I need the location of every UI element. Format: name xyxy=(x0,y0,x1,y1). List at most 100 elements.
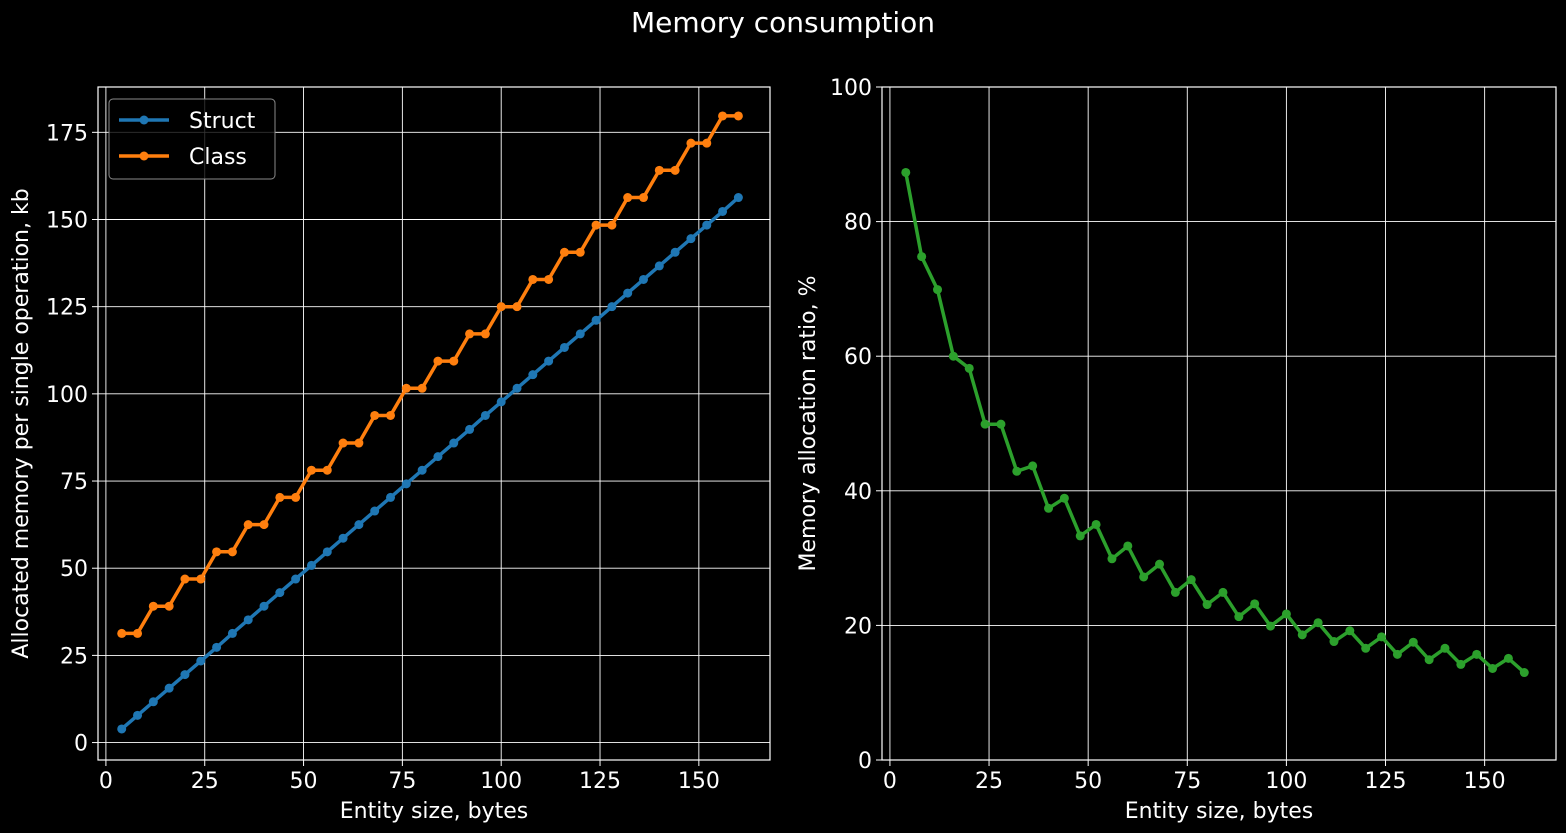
data-point xyxy=(243,520,253,530)
data-point xyxy=(449,356,459,366)
x-tick-label: 100 xyxy=(480,769,522,794)
data-point xyxy=(291,492,301,502)
data-point xyxy=(322,465,332,475)
y-tick-label: 60 xyxy=(844,345,872,370)
data-point xyxy=(1408,637,1418,647)
legend-label: Class xyxy=(189,145,247,170)
data-point xyxy=(133,628,143,638)
data-point xyxy=(148,601,158,611)
data-point xyxy=(180,574,190,584)
data-point xyxy=(148,697,158,707)
data-point xyxy=(670,247,680,257)
data-point xyxy=(1234,612,1244,622)
x-tick-label: 150 xyxy=(1464,769,1506,794)
figure-title: Memory consumption xyxy=(630,6,936,39)
data-point xyxy=(1456,659,1466,669)
x-tick-label: 125 xyxy=(1365,769,1407,794)
data-point xyxy=(1440,643,1450,653)
y-tick-label: 20 xyxy=(844,614,872,639)
data-point xyxy=(227,547,237,557)
axes-frame xyxy=(97,86,771,761)
data-point xyxy=(1218,587,1228,597)
data-point xyxy=(449,438,459,448)
data-point xyxy=(1329,637,1339,647)
y-tick-label: 175 xyxy=(46,121,88,146)
data-point xyxy=(1281,609,1291,619)
data-point xyxy=(417,465,427,475)
data-point xyxy=(164,601,174,611)
data-point xyxy=(1059,493,1069,503)
data-point xyxy=(386,492,396,502)
data-point xyxy=(654,165,664,175)
data-point xyxy=(575,247,585,257)
legend-swatch-marker xyxy=(139,115,149,125)
data-point xyxy=(512,302,522,312)
data-point xyxy=(559,342,569,352)
legend: Struct Class xyxy=(108,98,276,180)
data-point xyxy=(196,656,206,666)
x-tick-label: 75 xyxy=(1173,769,1201,794)
x-tick-label: 150 xyxy=(678,769,720,794)
data-point xyxy=(291,574,301,584)
data-point xyxy=(1044,503,1054,513)
data-point xyxy=(1345,626,1355,636)
data-point xyxy=(718,206,728,216)
data-point xyxy=(1297,630,1307,640)
y-tick-label: 150 xyxy=(46,209,88,234)
legend-label: Struct xyxy=(189,109,256,134)
data-point xyxy=(480,410,490,420)
data-point xyxy=(133,710,143,720)
x-tick-label: 0 xyxy=(883,769,897,794)
data-point xyxy=(718,111,728,121)
x-tick-label: 50 xyxy=(290,769,318,794)
data-point xyxy=(702,220,712,230)
x-tick-label: 25 xyxy=(191,769,219,794)
data-point xyxy=(1424,655,1434,665)
y-tick-label: 80 xyxy=(844,211,872,236)
data-point xyxy=(496,302,506,312)
chart-right-allocation-ratio: 0 25 50 75 100 125 150 0 20 40 60 80 100 Entity size,… xyxy=(796,76,1557,824)
data-point xyxy=(401,479,411,489)
data-point xyxy=(1488,663,1498,673)
data-point xyxy=(559,247,569,257)
data-point xyxy=(996,419,1006,429)
chart-left-allocated-memory: 0 25 50 75 100 125 150 0 25 50 75 100 125 150 175 Entit… xyxy=(9,86,771,824)
axes-frame xyxy=(881,86,1557,761)
data-point xyxy=(386,410,396,420)
y-axis-label: Memory allocation ratio, % xyxy=(796,276,821,572)
data-point xyxy=(1091,519,1101,529)
data-point xyxy=(496,397,506,407)
data-point xyxy=(948,351,958,361)
data-point xyxy=(702,138,712,148)
data-point xyxy=(117,724,127,734)
data-point xyxy=(1170,587,1180,597)
x-tick-label: 0 xyxy=(99,769,113,794)
data-point xyxy=(1139,572,1149,582)
data-point xyxy=(370,410,380,420)
data-point xyxy=(259,520,269,530)
data-point xyxy=(917,252,927,262)
data-point xyxy=(686,234,696,244)
legend-swatch-marker xyxy=(139,151,149,161)
data-point xyxy=(401,383,411,393)
data-point xyxy=(306,465,316,475)
data-point xyxy=(259,601,269,611)
data-point xyxy=(465,329,475,339)
data-point xyxy=(1472,649,1482,659)
data-point xyxy=(901,167,911,177)
data-point xyxy=(433,452,443,462)
data-point xyxy=(1519,668,1529,678)
series-line xyxy=(904,172,1526,674)
data-point xyxy=(1012,466,1022,476)
y-tick-label: 100 xyxy=(830,76,872,101)
data-point xyxy=(1377,632,1387,642)
series-line xyxy=(120,196,740,731)
data-point xyxy=(196,574,206,584)
y-tick-label: 75 xyxy=(60,470,88,495)
data-point xyxy=(227,628,237,638)
data-point xyxy=(623,193,633,203)
data-point xyxy=(1186,575,1196,585)
y-tick-label: 0 xyxy=(858,749,872,774)
y-tick-label: 25 xyxy=(60,644,88,669)
data-point xyxy=(686,138,696,148)
